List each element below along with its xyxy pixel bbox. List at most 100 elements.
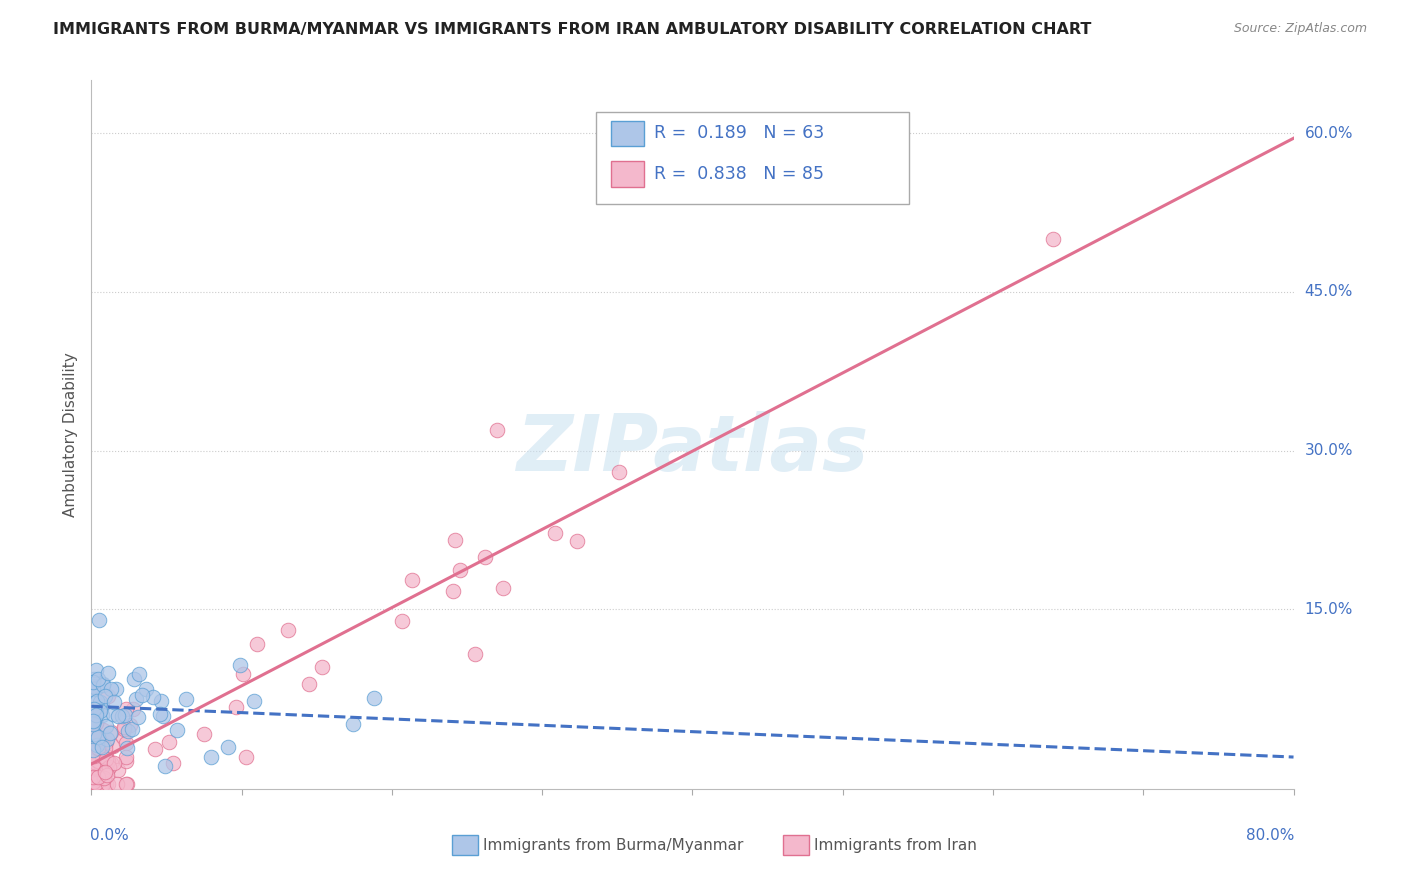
Point	[82, 759, 104, 773]
Point	[82, 724, 104, 739]
Point	[83, 730, 105, 744]
Text: 45.0%: 45.0%	[1305, 285, 1353, 300]
Point	[96, 764, 118, 779]
Point	[229, 657, 252, 672]
Point	[100, 756, 122, 770]
Text: Source: ZipAtlas.com: Source: ZipAtlas.com	[1233, 22, 1367, 36]
Point	[91, 698, 114, 713]
Point	[83, 748, 105, 763]
Point	[162, 756, 184, 771]
Point	[101, 706, 124, 721]
Point	[103, 695, 125, 709]
Point	[135, 682, 157, 697]
Text: 80.0%: 80.0%	[1246, 829, 1295, 844]
Point	[82, 681, 104, 696]
Point	[166, 723, 188, 738]
Point	[200, 749, 222, 764]
Text: 0.0%: 0.0%	[90, 829, 129, 844]
Point	[122, 672, 145, 686]
Point	[86, 731, 108, 746]
Point	[217, 739, 239, 754]
Point	[111, 730, 134, 744]
Point	[193, 727, 215, 741]
Point	[91, 748, 114, 763]
Point	[87, 730, 110, 744]
Text: IMMIGRANTS FROM BURMA/MYANMAR VS IMMIGRANTS FROM IRAN AMBULATORY DISABILITY CORR: IMMIGRANTS FROM BURMA/MYANMAR VS IMMIGRA…	[53, 22, 1092, 37]
Point	[82, 707, 104, 722]
Text: 30.0%: 30.0%	[1305, 443, 1353, 458]
Point	[363, 691, 385, 706]
Point	[121, 722, 143, 736]
Point	[153, 759, 176, 773]
Point	[82, 743, 104, 757]
Point	[311, 660, 333, 674]
Point	[464, 647, 486, 661]
Point	[143, 742, 166, 756]
Point	[84, 734, 107, 748]
Point	[150, 694, 173, 708]
Point	[91, 676, 114, 690]
Point	[114, 707, 136, 722]
Point	[97, 754, 120, 768]
Point	[98, 760, 121, 774]
Point	[83, 739, 105, 754]
Point	[486, 423, 509, 437]
Text: 60.0%: 60.0%	[1305, 126, 1353, 141]
Point	[96, 752, 118, 766]
Point	[93, 771, 115, 785]
Point	[84, 681, 107, 695]
Point	[115, 736, 138, 750]
Point	[117, 777, 139, 791]
Point	[131, 688, 153, 702]
Point	[86, 694, 108, 708]
Point	[117, 724, 139, 739]
Point	[235, 749, 257, 764]
Point	[96, 735, 118, 749]
Point	[94, 689, 117, 703]
Point	[86, 740, 108, 755]
FancyBboxPatch shape	[596, 112, 908, 204]
Point	[127, 710, 149, 724]
Point	[115, 740, 138, 755]
Point	[84, 716, 107, 731]
Point	[401, 573, 423, 587]
Point	[157, 735, 180, 749]
Point	[82, 679, 104, 693]
Point	[87, 614, 110, 628]
Point	[120, 718, 142, 732]
Point	[87, 770, 110, 784]
Point	[84, 733, 107, 747]
Point	[91, 678, 114, 692]
Point	[149, 706, 172, 721]
Point	[112, 722, 135, 736]
Point	[84, 708, 107, 723]
Point	[87, 755, 110, 769]
Point	[112, 720, 135, 734]
Bar	[451, 835, 478, 855]
Point	[122, 702, 145, 716]
Point	[90, 777, 112, 791]
Point	[443, 533, 465, 548]
Point	[142, 690, 165, 705]
Point	[84, 777, 107, 791]
Point	[128, 666, 150, 681]
Point	[152, 709, 174, 723]
Point	[84, 776, 107, 790]
Point	[449, 562, 471, 576]
Point	[567, 533, 589, 548]
Point	[82, 770, 104, 784]
Text: ZIPatlas: ZIPatlas	[516, 411, 869, 487]
Point	[98, 726, 121, 740]
Point	[83, 702, 105, 716]
Point	[246, 637, 269, 651]
Point	[1042, 232, 1064, 246]
Point	[82, 756, 104, 771]
Point	[97, 777, 120, 791]
Point	[342, 716, 364, 731]
Point	[97, 665, 120, 680]
Point	[225, 699, 247, 714]
Point	[97, 690, 120, 704]
Y-axis label: Ambulatory Disability: Ambulatory Disability	[63, 352, 79, 517]
Point	[114, 777, 136, 791]
Bar	[783, 835, 808, 855]
